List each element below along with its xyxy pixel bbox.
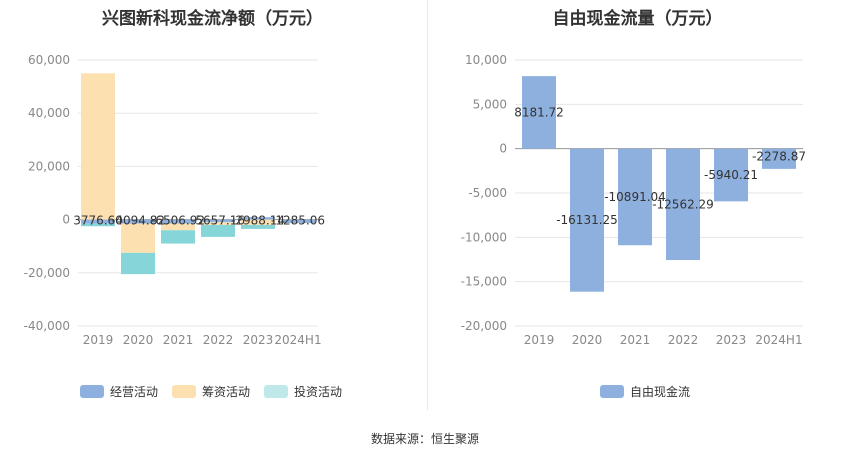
left-bar-investing xyxy=(201,224,235,237)
left-bar-operating xyxy=(281,219,315,224)
left-data-label: -6506.92 xyxy=(151,214,205,228)
legend-left: 经营活动 筹资活动 投资活动 xyxy=(80,383,356,400)
right-data-label: -2278.87 xyxy=(752,150,806,164)
legend-item-financing[interactable]: 筹资活动 xyxy=(172,383,250,400)
legend-item-investing[interactable]: 投资活动 xyxy=(264,383,342,400)
left-x-tick-label: 2019 xyxy=(83,333,114,347)
left-bar-operating xyxy=(81,219,115,224)
right-data-label: 8181.72 xyxy=(514,105,564,119)
left-bar-investing xyxy=(81,223,115,227)
legend-swatch-investing xyxy=(264,385,289,398)
legend-label-operating: 经营活动 xyxy=(110,385,159,399)
legend-swatch-fcf xyxy=(600,385,624,398)
legend-item-fcf[interactable]: 自由现金流 xyxy=(600,383,690,400)
right-data-label: -12562.29 xyxy=(652,197,714,211)
right-data-label: -16131.25 xyxy=(556,213,618,227)
right-y-tick-label: -15,000 xyxy=(461,275,507,289)
left-x-tick-label: 2023 xyxy=(243,333,274,347)
legend-swatch-financing xyxy=(172,385,197,398)
left-bar-financing xyxy=(201,222,235,225)
chart-title-right: 自由现金流量（万元） xyxy=(552,9,723,29)
left-x-tick-label: 2020 xyxy=(123,333,154,347)
left-x-tick-label: 2021 xyxy=(163,333,194,347)
left-bar-operating xyxy=(241,217,275,220)
left-y-tick-label: 20,000 xyxy=(28,159,70,173)
right-data-label: -5940.21 xyxy=(704,168,758,182)
left-x-tick-label: 2024H1 xyxy=(274,333,321,347)
left-bar-operating xyxy=(121,219,155,224)
left-bar-investing xyxy=(121,252,155,275)
right-bar-fcf xyxy=(666,148,700,261)
left-data-label: -4094.82 xyxy=(111,214,165,228)
legend-item-operating[interactable]: 经营活动 xyxy=(80,383,158,400)
right-bar-fcf xyxy=(618,148,652,246)
right-y-tick-label: -10,000 xyxy=(461,230,507,244)
left-x-tick-label: 2022 xyxy=(203,333,234,347)
right-bar-fcf xyxy=(762,148,796,169)
left-y-tick-label: 60,000 xyxy=(28,53,70,67)
panel-divider xyxy=(427,0,428,410)
left-bar-investing xyxy=(161,230,195,244)
left-data-label: 3776.60 xyxy=(73,214,123,228)
left-bar-operating xyxy=(201,219,235,223)
left-bar-financing xyxy=(241,219,275,225)
left-y-tick-label: -40,000 xyxy=(24,319,70,333)
left-y-tick-label: -20,000 xyxy=(24,266,70,280)
legend-label-fcf: 自由现金流 xyxy=(630,385,691,399)
right-x-tick-label: 2020 xyxy=(572,333,603,347)
right-x-tick-label: 2023 xyxy=(716,333,747,347)
right-bar-fcf xyxy=(522,76,556,149)
right-y-tick-label: 5,000 xyxy=(473,97,507,111)
right-y-tick-label: -5,000 xyxy=(468,186,507,200)
legend-swatch-operating xyxy=(80,385,104,398)
left-bar-operating xyxy=(161,219,195,224)
legend-label-financing: 筹资活动 xyxy=(202,385,251,399)
legend-right: 自由现金流 xyxy=(600,383,704,400)
chart-title-left: 兴图新科现金流净额（万元） xyxy=(102,9,323,29)
legend-label-investing: 投资活动 xyxy=(294,385,343,399)
data-source-note: 数据来源：恒生聚源 xyxy=(370,432,479,446)
left-bar-investing xyxy=(241,224,275,229)
right-x-tick-label: 2021 xyxy=(620,333,651,347)
left-y-tick-label: 40,000 xyxy=(28,106,70,120)
right-x-tick-label: 2019 xyxy=(524,333,555,347)
left-bar-financing xyxy=(81,73,115,220)
left-bar-financing xyxy=(121,223,155,253)
right-y-tick-label: -20,000 xyxy=(461,319,507,333)
left-y-tick-label: 0 xyxy=(62,213,70,227)
right-y-tick-label: 0 xyxy=(499,142,507,156)
right-bar-fcf xyxy=(714,148,748,202)
right-x-tick-label: 2022 xyxy=(668,333,699,347)
right-bar-fcf xyxy=(570,148,604,292)
left-data-label: -2988.14 xyxy=(231,214,285,228)
right-y-tick-label: 10,000 xyxy=(465,53,507,67)
left-data-label: -1285.06 xyxy=(271,214,325,228)
right-data-label: -10891.04 xyxy=(604,190,666,204)
right-x-tick-label: 2024H1 xyxy=(755,333,802,347)
left-data-label: -5657.16 xyxy=(191,214,245,228)
left-bar-financing xyxy=(161,223,195,231)
